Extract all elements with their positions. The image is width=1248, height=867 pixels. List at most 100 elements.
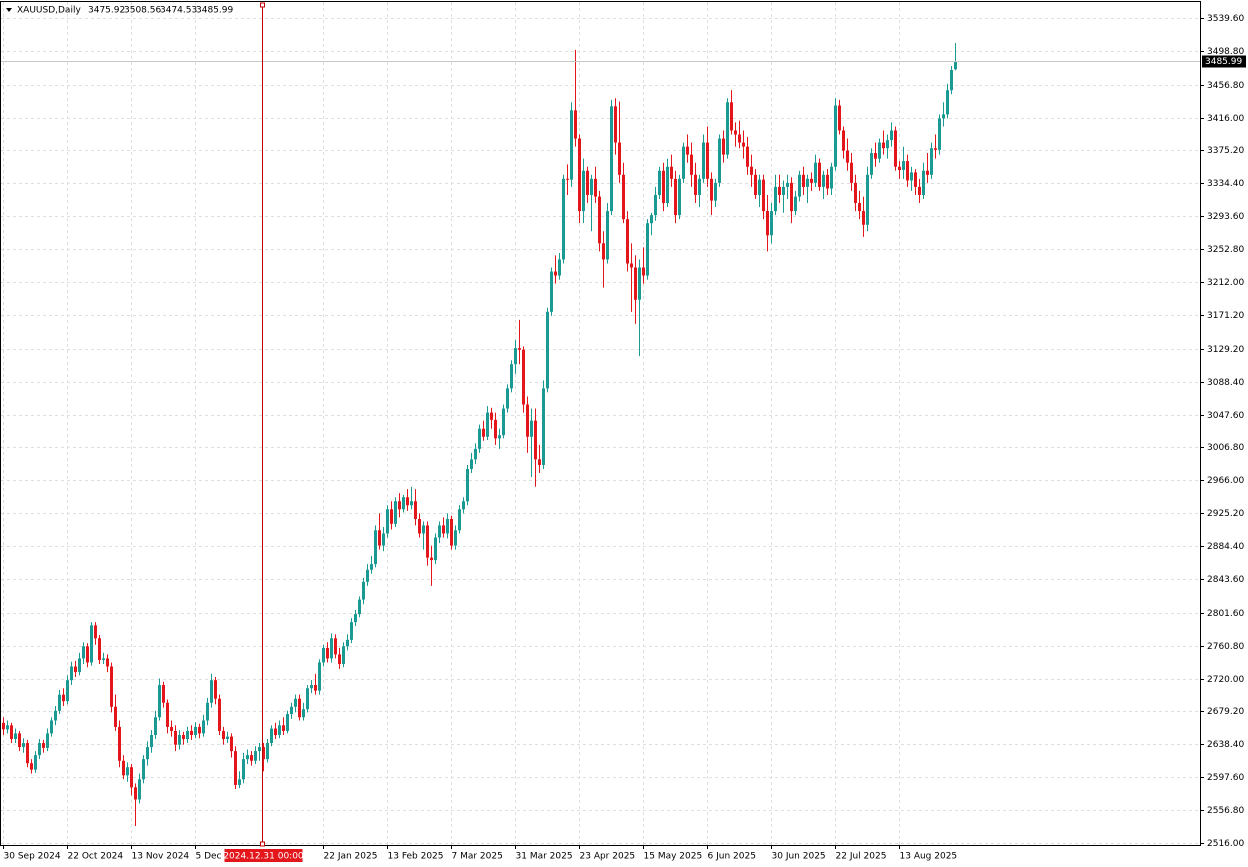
y-tick-label: 2638.40 xyxy=(1207,740,1244,750)
candle-body xyxy=(530,420,533,437)
candle-body xyxy=(686,146,689,155)
candle-body xyxy=(122,760,125,776)
candle-body xyxy=(434,537,437,561)
candle-body xyxy=(62,694,65,702)
candle-body xyxy=(826,174,829,189)
candle-body xyxy=(742,142,745,147)
candle-body xyxy=(46,733,49,748)
candle-body xyxy=(378,530,381,546)
candle-body xyxy=(798,174,801,197)
candle-body xyxy=(78,658,81,673)
candle-body xyxy=(366,569,369,582)
last-price-box xyxy=(1202,55,1246,68)
candle-body xyxy=(70,666,73,681)
candle-body xyxy=(946,90,949,115)
x-tick-label: 30 Sep 2024 xyxy=(4,852,61,862)
candle-body xyxy=(214,680,217,699)
candle-body xyxy=(74,666,77,673)
candle-body xyxy=(786,182,789,187)
collapse-arrow[interactable] xyxy=(6,8,12,12)
candle-body xyxy=(142,759,145,780)
symbol-label: XAUUSD,Daily xyxy=(17,6,81,16)
candle-body xyxy=(170,726,173,731)
candle-body xyxy=(834,105,837,167)
candle-body xyxy=(114,706,117,727)
x-tick-label: 5 Dec 2024 xyxy=(196,852,248,862)
candle-body xyxy=(550,271,553,312)
candle-body xyxy=(422,525,425,534)
candle-body xyxy=(790,182,793,212)
candle-body xyxy=(938,118,941,150)
candle-body xyxy=(738,134,741,143)
y-tick-label: 2556.80 xyxy=(1207,806,1244,816)
candle-body xyxy=(634,267,637,300)
x-tick-label: 6 Jun 2025 xyxy=(708,852,756,862)
candle-body xyxy=(38,743,41,756)
candle-body xyxy=(414,501,417,519)
y-tick-label: 3334.40 xyxy=(1207,179,1244,189)
candle-body xyxy=(874,153,877,159)
x-tick-label: 22 Jan 2025 xyxy=(324,852,378,862)
candle-body xyxy=(670,166,673,179)
candle-body xyxy=(94,625,97,639)
y-tick-label: 2760.80 xyxy=(1207,642,1244,652)
y-tick-label: 3539.60 xyxy=(1207,14,1244,24)
candle-body xyxy=(462,501,465,510)
candle-body xyxy=(342,646,345,665)
y-tick-label: 3006.80 xyxy=(1207,443,1244,453)
candle-body xyxy=(222,730,225,740)
candle-body xyxy=(370,564,373,570)
candle-body xyxy=(882,142,885,149)
x-tick-label: 23 Apr 2025 xyxy=(580,852,636,862)
y-tick-label: 2843.60 xyxy=(1207,575,1244,585)
candle-body xyxy=(174,730,177,745)
candle-body xyxy=(950,70,953,91)
candle-body xyxy=(154,717,157,735)
candle-body xyxy=(330,638,333,659)
candle-body xyxy=(746,146,749,167)
x-tick-label: 13 Nov 2024 xyxy=(132,852,190,862)
candle-body xyxy=(274,728,277,735)
candle-body xyxy=(770,211,773,236)
x-tick-label: 15 May 2025 xyxy=(644,852,703,862)
candle-body xyxy=(702,142,705,179)
candle-body xyxy=(818,162,821,187)
candle-body xyxy=(442,525,445,534)
candle-body xyxy=(922,170,925,195)
candle-body xyxy=(194,726,197,735)
candle-body xyxy=(850,162,853,183)
candle-body xyxy=(782,186,785,195)
candle-body xyxy=(430,557,433,561)
candle-body xyxy=(666,166,669,204)
candle-body xyxy=(474,448,477,460)
y-tick-label: 2516.00 xyxy=(1207,839,1244,849)
candle-body xyxy=(306,688,309,710)
y-tick-label: 3088.40 xyxy=(1207,378,1244,388)
candle-body xyxy=(294,698,297,707)
crosshair-label-box xyxy=(224,849,303,862)
candle-body xyxy=(558,259,561,276)
candle-body xyxy=(690,154,693,175)
candle-body xyxy=(318,662,321,691)
candle-body xyxy=(914,172,917,187)
candle-body xyxy=(302,709,305,718)
y-tick-label: 3129.20 xyxy=(1207,345,1244,355)
candle-body xyxy=(794,196,797,212)
candle-body xyxy=(450,518,453,546)
candle-body xyxy=(614,106,617,143)
candle-body xyxy=(714,182,717,201)
candles xyxy=(2,42,957,827)
candle-body xyxy=(726,102,729,155)
candle-body xyxy=(146,747,149,760)
candle-body xyxy=(206,702,209,721)
candle-body xyxy=(762,179,765,212)
candle-body xyxy=(338,654,341,665)
y-tick-label: 3498.80 xyxy=(1207,47,1244,57)
candle-body xyxy=(218,698,221,731)
candle-body xyxy=(510,364,513,389)
candle-body xyxy=(18,733,21,748)
candle-body xyxy=(202,720,205,734)
candle-body xyxy=(86,646,89,663)
candle-body xyxy=(906,161,909,181)
